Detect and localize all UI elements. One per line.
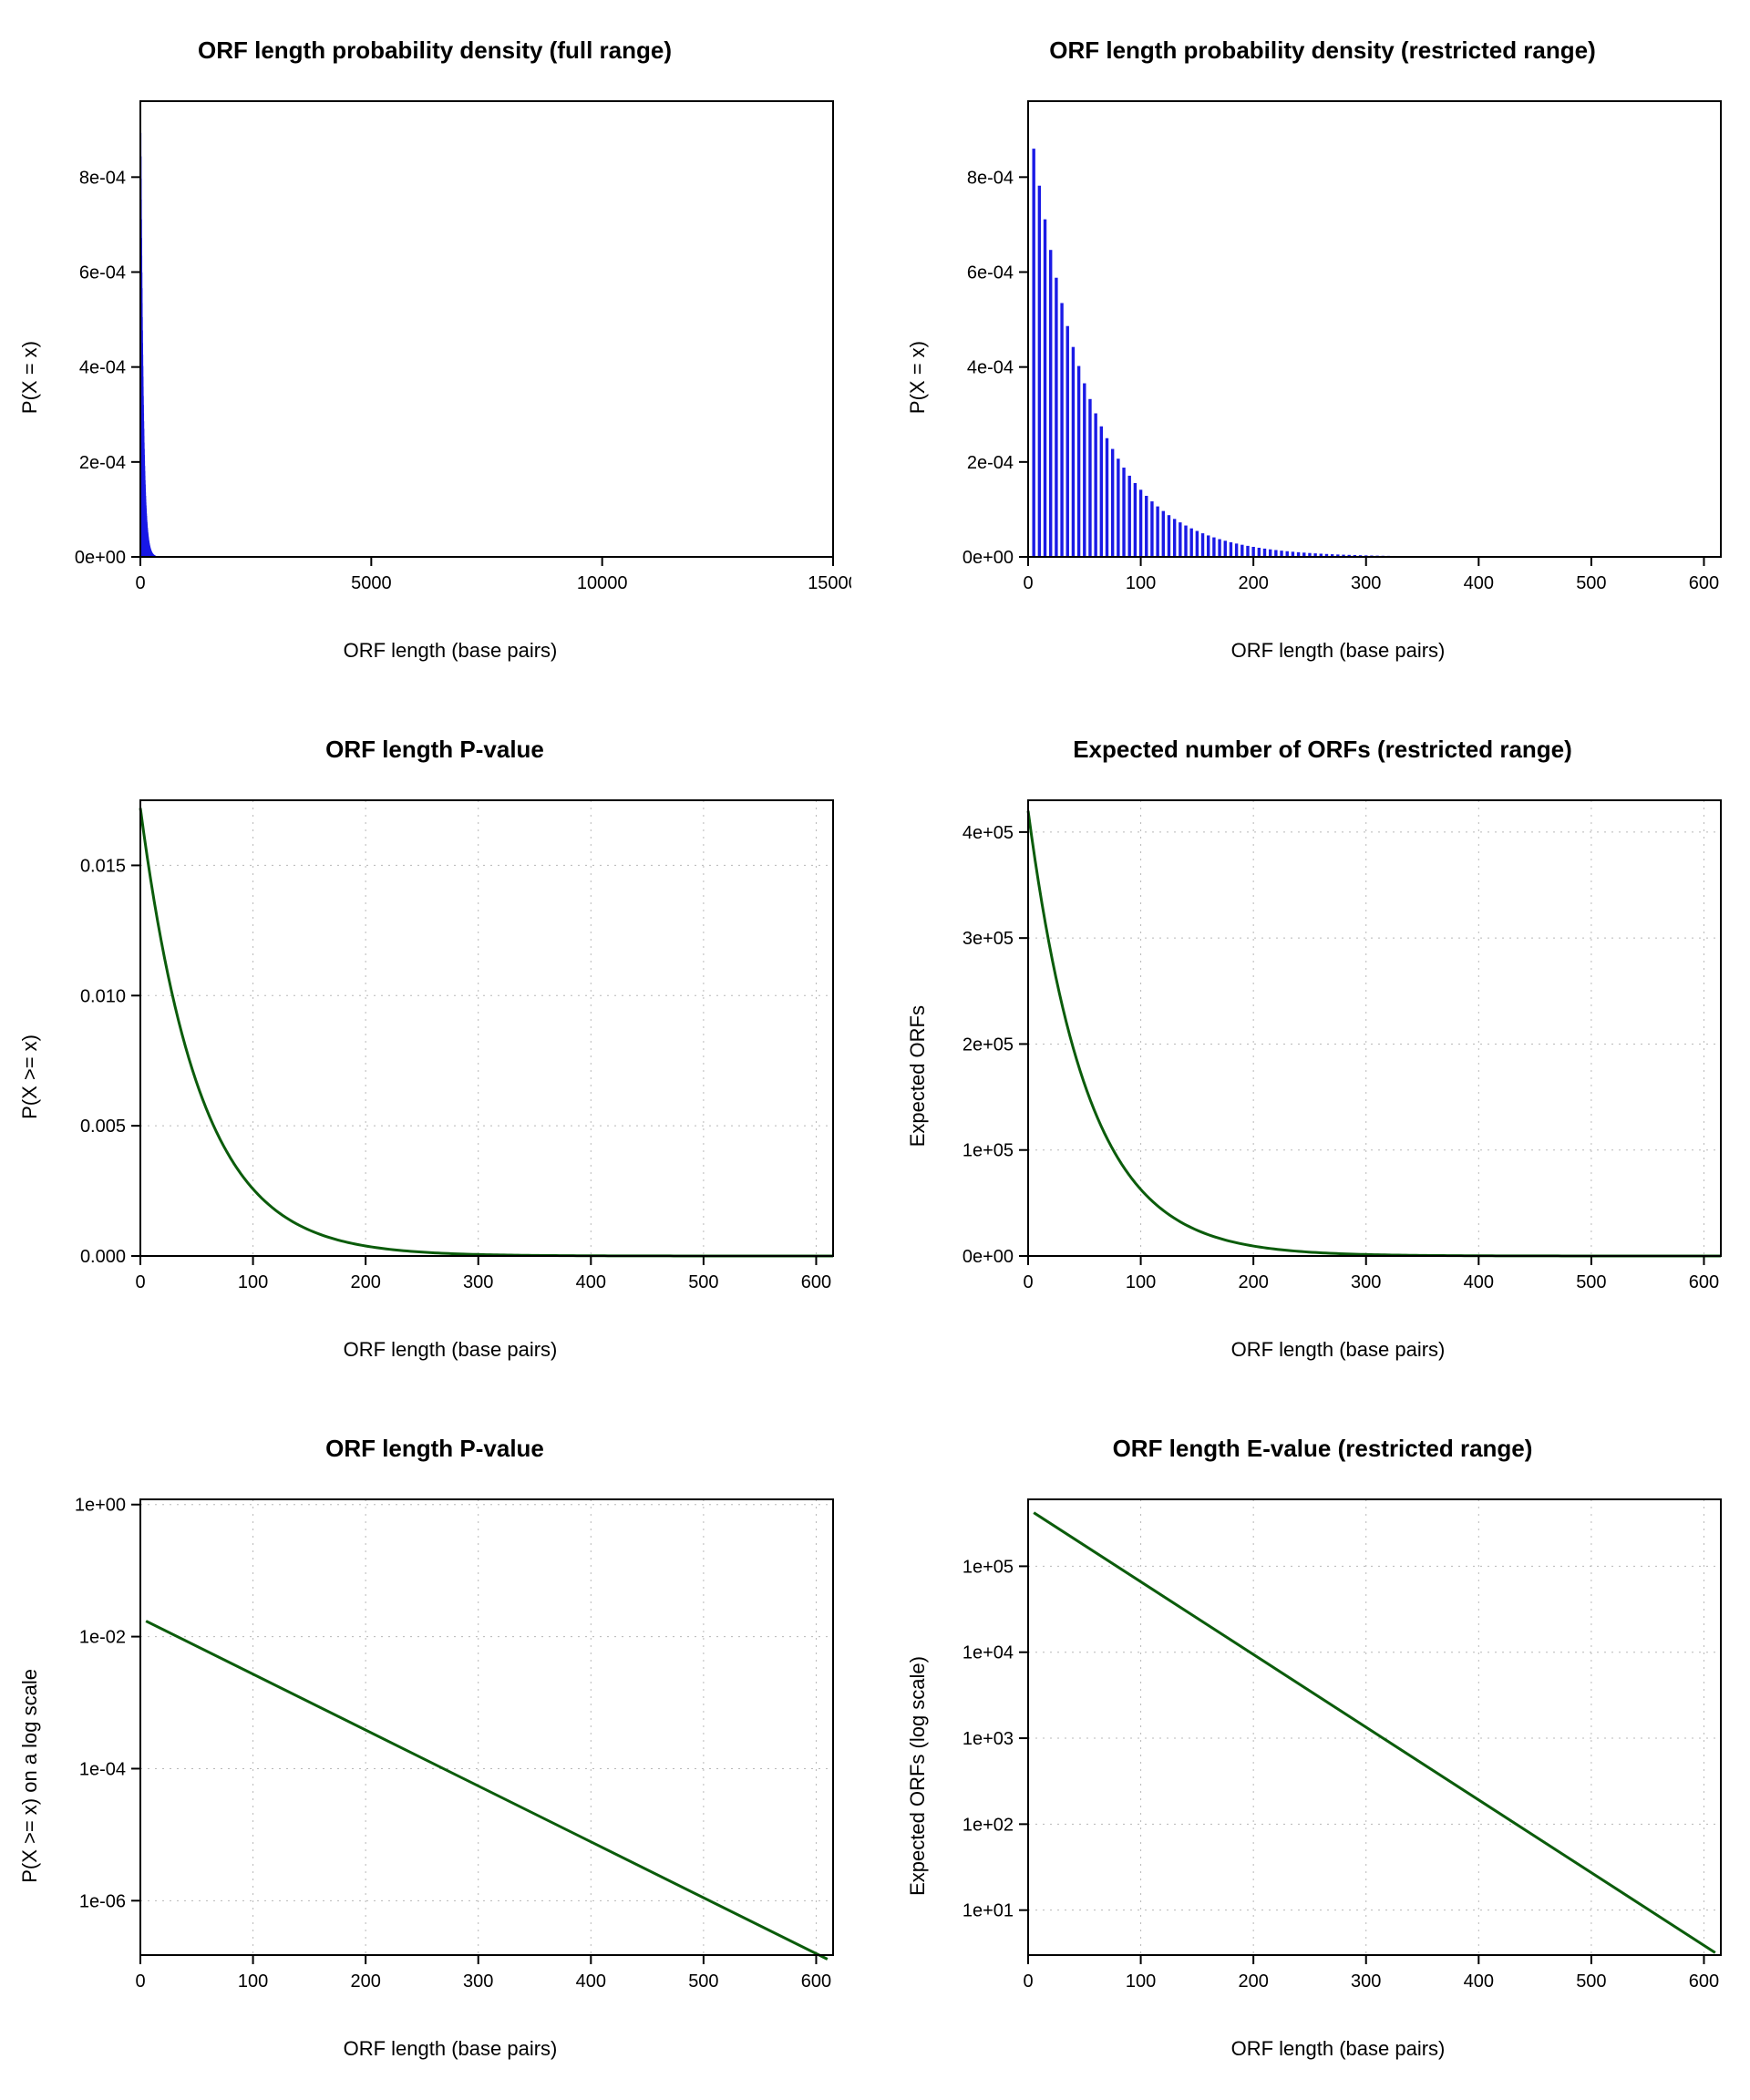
- svg-text:0.005: 0.005: [80, 1117, 126, 1137]
- svg-text:0: 0: [135, 1272, 145, 1292]
- p4: Expected number of ORFs (restricted rang…: [906, 736, 1739, 1362]
- svg-text:500: 500: [1576, 573, 1606, 593]
- svg-text:300: 300: [1351, 1272, 1381, 1292]
- svg-text:100: 100: [1126, 1971, 1156, 1992]
- svg-text:300: 300: [1351, 573, 1381, 593]
- plot-area: 0 100 200 300 400 500 600 0.000 0.005 0.010 0.015: [49, 791, 851, 1311]
- svg-text:1e+00: 1e+00: [75, 1496, 126, 1516]
- svg-text:500: 500: [1576, 1272, 1606, 1292]
- svg-text:8e-04: 8e-04: [79, 168, 126, 188]
- plot-area: 0 100 200 300 400 500 600 0e+00 2e-04 4e-04 6e-04 8…: [937, 92, 1739, 612]
- svg-text:1e+04: 1e+04: [962, 1643, 1014, 1663]
- svg-text:200: 200: [1238, 573, 1268, 593]
- svg-text:5000: 5000: [351, 573, 392, 593]
- svg-text:4e-04: 4e-04: [79, 358, 126, 378]
- svg-text:100: 100: [238, 1272, 268, 1292]
- svg-text:1e+02: 1e+02: [962, 1815, 1014, 1835]
- svg-text:0: 0: [135, 1971, 145, 1992]
- svg-text:400: 400: [1464, 1272, 1494, 1292]
- chart-title: Expected number of ORFs (restricted rang…: [1073, 736, 1572, 764]
- svg-text:1e+03: 1e+03: [962, 1729, 1014, 1749]
- svg-text:1e+05: 1e+05: [962, 1557, 1014, 1577]
- p1: ORF length probability density (full ran…: [18, 36, 851, 663]
- svg-text:300: 300: [1351, 1971, 1381, 1992]
- svg-text:2e+05: 2e+05: [962, 1035, 1014, 1055]
- svg-text:0: 0: [1023, 573, 1033, 593]
- y-axis-label: Expected ORFs (log scale): [906, 1656, 930, 1896]
- p2: ORF length probability density (restrict…: [906, 36, 1739, 663]
- svg-text:4e+05: 4e+05: [962, 823, 1014, 843]
- svg-text:200: 200: [350, 1272, 380, 1292]
- x-axis-label: ORF length (base pairs): [1231, 639, 1446, 663]
- svg-text:0: 0: [135, 573, 145, 593]
- svg-text:0e+00: 0e+00: [962, 548, 1014, 568]
- chart-title: ORF length P-value: [325, 736, 544, 764]
- y-axis-label: P(X >= x) on a log scale: [18, 1669, 42, 1883]
- svg-text:1e-02: 1e-02: [79, 1628, 126, 1648]
- x-axis-label: ORF length (base pairs): [1231, 1338, 1446, 1362]
- svg-text:100: 100: [1126, 1272, 1156, 1292]
- svg-text:500: 500: [688, 1272, 718, 1292]
- svg-text:4e-04: 4e-04: [967, 358, 1014, 378]
- svg-text:8e-04: 8e-04: [967, 168, 1014, 188]
- svg-text:0.015: 0.015: [80, 856, 126, 876]
- svg-text:600: 600: [1689, 1272, 1719, 1292]
- svg-text:3e+05: 3e+05: [962, 929, 1014, 949]
- svg-text:200: 200: [1238, 1272, 1268, 1292]
- svg-text:400: 400: [576, 1971, 606, 1992]
- svg-text:1e-06: 1e-06: [79, 1891, 126, 1911]
- p3: ORF length P-value P(X >= x) 0 100 200 300 400…: [18, 736, 851, 1362]
- p6: ORF length E-value (restricted range) Exp…: [906, 1435, 1739, 2061]
- plot-area: 0 100 200 300 400 500 600 1e+01 1e+02 1e+03 1e+04 1…: [937, 1490, 1739, 2010]
- svg-text:100: 100: [238, 1971, 268, 1992]
- chart-title: ORF length E-value (restricted range): [1113, 1435, 1533, 1463]
- svg-text:600: 600: [1689, 573, 1719, 593]
- y-axis-label: P(X = x): [906, 341, 930, 414]
- x-axis-label: ORF length (base pairs): [344, 2037, 558, 2061]
- y-axis-label: P(X >= x): [18, 1035, 42, 1119]
- chart-title: ORF length probability density (full ran…: [198, 36, 672, 65]
- svg-text:200: 200: [1238, 1971, 1268, 1992]
- svg-text:200: 200: [350, 1971, 380, 1992]
- chart-grid: ORF length probability density (full ran…: [18, 36, 1732, 2061]
- p5: ORF length P-value P(X >= x) on a log sca…: [18, 1435, 851, 2061]
- svg-text:1e-04: 1e-04: [79, 1759, 126, 1779]
- chart-title: ORF length P-value: [325, 1435, 544, 1463]
- svg-text:600: 600: [801, 1272, 831, 1292]
- x-axis-label: ORF length (base pairs): [1231, 2037, 1446, 2061]
- svg-text:1e+05: 1e+05: [962, 1141, 1014, 1161]
- svg-text:500: 500: [688, 1971, 718, 1992]
- svg-text:0e+00: 0e+00: [962, 1247, 1014, 1267]
- y-axis-label: P(X = x): [18, 341, 42, 414]
- x-axis-label: ORF length (base pairs): [344, 1338, 558, 1362]
- svg-text:6e-04: 6e-04: [79, 263, 126, 283]
- svg-text:2e-04: 2e-04: [79, 453, 126, 473]
- svg-text:0e+00: 0e+00: [75, 548, 126, 568]
- svg-text:0.000: 0.000: [80, 1247, 126, 1267]
- svg-text:300: 300: [463, 1272, 493, 1292]
- chart-title: ORF length probability density (restrict…: [1049, 36, 1596, 65]
- plot-area: 0 5000 10000 15000 0e+00 2e-04 4e-04 6e-04 8e-04: [49, 92, 851, 612]
- svg-text:15000: 15000: [808, 573, 851, 593]
- svg-text:600: 600: [801, 1971, 831, 1992]
- y-axis-label: Expected ORFs: [906, 1005, 930, 1147]
- plot-area: 0 100 200 300 400 500 600 1e-06 1e-04 1e-02 1e+00: [49, 1490, 851, 2010]
- svg-text:0.010: 0.010: [80, 986, 126, 1006]
- svg-text:0: 0: [1023, 1272, 1033, 1292]
- plot-area: 0 100 200 300 400 500 600 0e+00 1e+05 2e+05 3e+05 4…: [937, 791, 1739, 1311]
- svg-text:1e+01: 1e+01: [962, 1901, 1014, 1921]
- svg-text:10000: 10000: [577, 573, 628, 593]
- svg-text:0: 0: [1023, 1971, 1033, 1992]
- svg-text:400: 400: [1464, 1971, 1494, 1992]
- svg-text:6e-04: 6e-04: [967, 263, 1014, 283]
- svg-text:400: 400: [576, 1272, 606, 1292]
- svg-text:100: 100: [1126, 573, 1156, 593]
- svg-text:400: 400: [1464, 573, 1494, 593]
- svg-text:600: 600: [1689, 1971, 1719, 1992]
- svg-text:2e-04: 2e-04: [967, 453, 1014, 473]
- svg-text:300: 300: [463, 1971, 493, 1992]
- x-axis-label: ORF length (base pairs): [344, 639, 558, 663]
- svg-text:500: 500: [1576, 1971, 1606, 1992]
